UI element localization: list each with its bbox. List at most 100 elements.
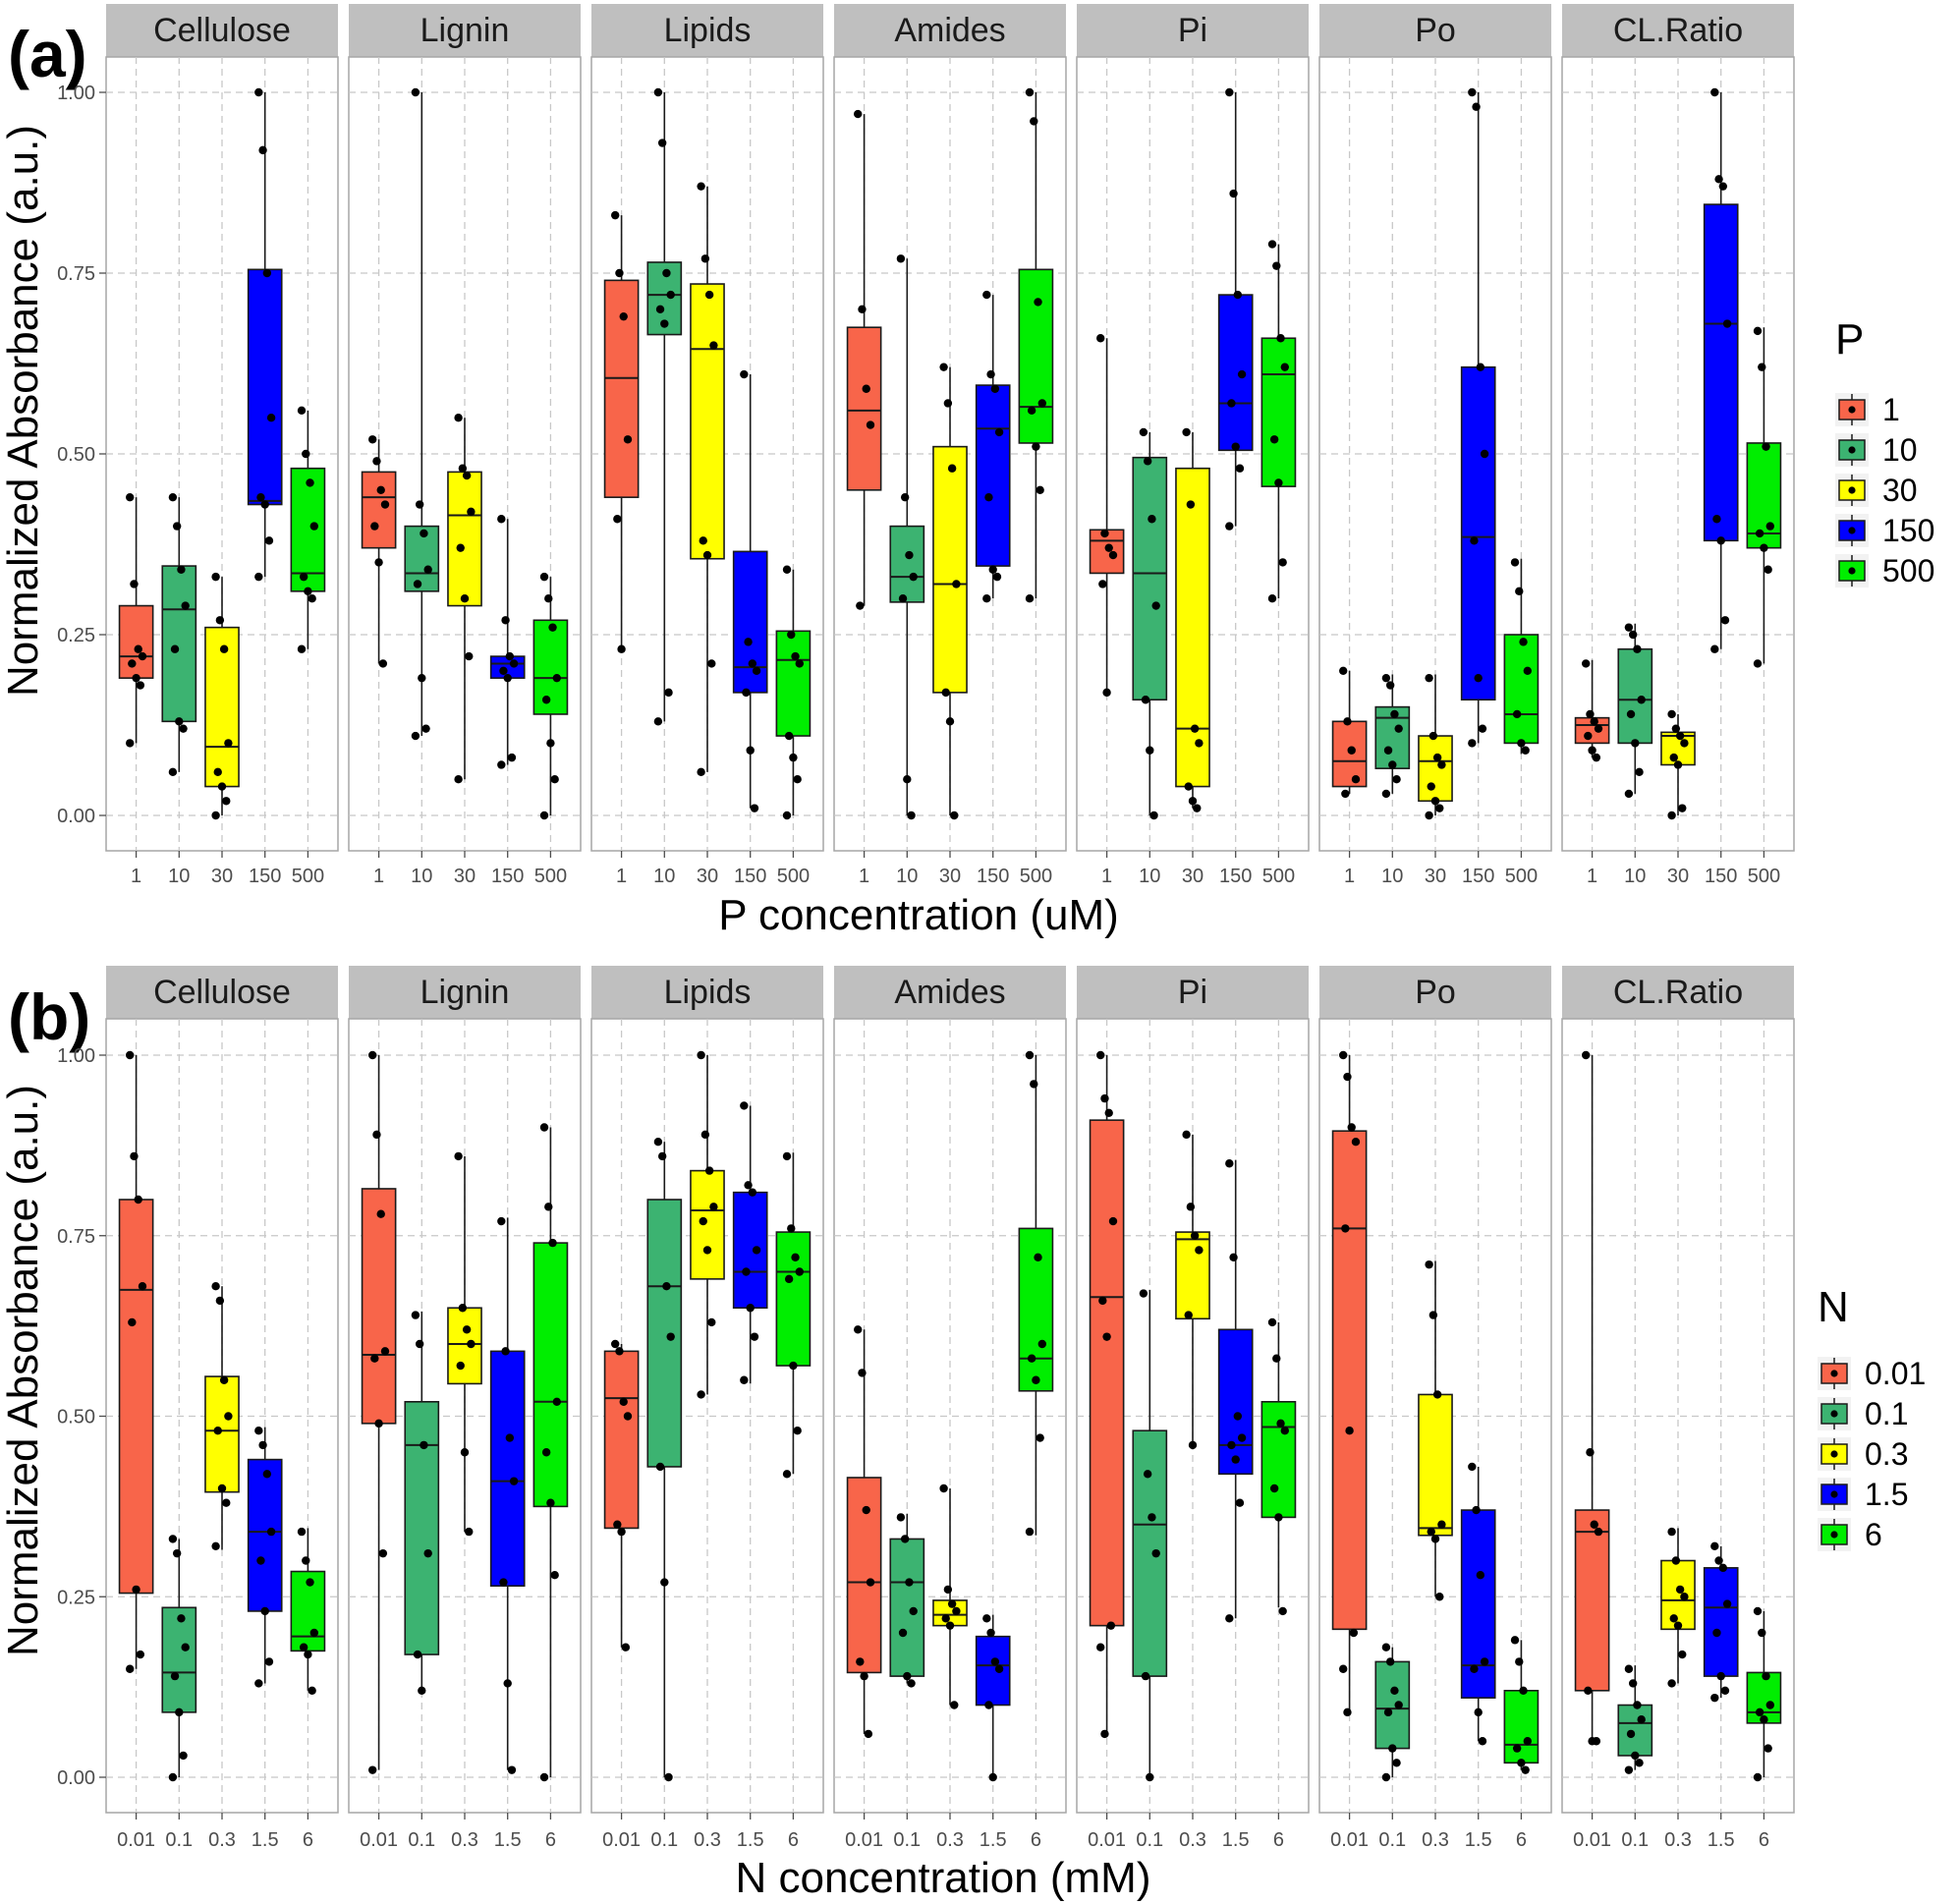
data-point [898, 1628, 908, 1638]
data-point [742, 688, 751, 698]
data-point [1343, 717, 1352, 726]
data-point [1476, 363, 1485, 371]
panel-b-x-axis-title: N concentration (mM) [735, 1854, 1150, 1902]
facet-cellulose: Cellulose 0.01 0.1 0.3 1.5 6 [105, 966, 339, 1851]
data-point [1269, 435, 1279, 444]
facet-strip-label: Lignin [420, 974, 510, 1011]
legend-label: 500 [1882, 553, 1934, 588]
data-point [181, 601, 190, 610]
data-point [1237, 1433, 1247, 1442]
box-0.3 [932, 1484, 968, 1709]
data-point [994, 427, 1004, 437]
data-point [134, 1195, 142, 1204]
data-point [1104, 543, 1113, 552]
data-point [370, 522, 379, 531]
data-point [1428, 731, 1438, 741]
data-point [1096, 1643, 1105, 1652]
data-point [952, 1606, 961, 1616]
facet-strip-label: Po [1415, 974, 1456, 1011]
data-point [1225, 1614, 1234, 1623]
legend-key-dot [1830, 1370, 1838, 1377]
data-point [1468, 87, 1477, 97]
data-point [1675, 731, 1685, 741]
facet-strip [591, 966, 823, 1019]
data-point [1231, 1455, 1240, 1464]
box-iqr [118, 1199, 154, 1595]
box-iqr [1089, 1119, 1125, 1627]
data-point [791, 651, 800, 661]
legend-key-dot [1848, 567, 1856, 575]
data-point [1710, 1541, 1719, 1551]
data-point [254, 1427, 263, 1435]
x-tick-label: 0.01 [602, 1829, 641, 1851]
box-iqr [975, 1635, 1011, 1707]
data-point [1385, 1657, 1395, 1666]
data-point [1339, 1050, 1348, 1060]
facet-strip-label: Amides [894, 974, 1005, 1011]
box-1 [1574, 659, 1610, 762]
box-1.5 [1703, 1541, 1739, 1703]
legend-label: 0.3 [1865, 1436, 1908, 1472]
data-point [1151, 601, 1160, 610]
data-point [372, 457, 381, 466]
data-point [943, 399, 953, 408]
data-point [787, 630, 796, 640]
data-point [1765, 1701, 1774, 1709]
data-point [302, 449, 310, 459]
data-point [1584, 1686, 1593, 1696]
box-iqr [975, 384, 1011, 567]
x-tick-label: 30 [939, 866, 961, 887]
data-point [1714, 1556, 1723, 1565]
box-0.1 [646, 1138, 683, 1782]
box-10 [1132, 427, 1168, 820]
data-point [791, 1253, 800, 1262]
data-point [266, 1527, 276, 1537]
data-point [1680, 739, 1689, 748]
data-point [415, 500, 424, 509]
x-tick-label: 6 [545, 1829, 556, 1851]
data-point [1710, 1693, 1719, 1703]
panel-a: (a) Normalized Absorbance (a.u.) Cellulo… [0, 4, 1934, 939]
facet-amides: Amides 1 10 30 150 500 [833, 4, 1067, 887]
x-tick-label: 10 [1624, 866, 1646, 887]
data-point [697, 1390, 705, 1399]
box-0.3 [204, 1282, 240, 1551]
data-point [1718, 1563, 1728, 1573]
data-point [264, 1657, 274, 1666]
data-point [784, 731, 794, 741]
data-point [1267, 240, 1277, 249]
box-150 [1703, 87, 1739, 653]
data-point [1149, 811, 1158, 820]
data-point [704, 290, 714, 300]
data-point [939, 1484, 948, 1493]
data-point [368, 435, 377, 444]
data-point [1764, 1744, 1772, 1753]
data-point [1673, 1621, 1683, 1630]
data-point [1470, 536, 1479, 545]
data-point [787, 1224, 796, 1233]
box-1.5 [975, 1614, 1011, 1782]
box-iqr [1132, 1429, 1168, 1677]
facet-strip-label: CL.Ratio [1613, 974, 1743, 1011]
data-point [1025, 87, 1035, 97]
data-point [503, 673, 512, 683]
data-point [905, 550, 914, 560]
data-point [1195, 1246, 1204, 1255]
box-6 [1746, 1606, 1782, 1782]
data-point [1478, 724, 1487, 733]
data-point [1470, 1664, 1479, 1673]
data-point [413, 580, 422, 588]
data-point [1428, 1311, 1438, 1319]
box-30 [690, 182, 725, 777]
facet-po: Po 0.01 0.1 0.3 1.5 6 [1318, 966, 1552, 1851]
legend-label: 6 [1865, 1517, 1882, 1552]
facet-strip [106, 966, 338, 1019]
data-point [653, 717, 663, 726]
data-point [988, 565, 997, 574]
data-point [1100, 1729, 1109, 1739]
data-point [1637, 1715, 1646, 1724]
legend-label: 0.01 [1865, 1356, 1926, 1391]
data-point [1233, 1412, 1243, 1421]
data-point [454, 414, 463, 422]
box-iqr [1503, 634, 1540, 745]
